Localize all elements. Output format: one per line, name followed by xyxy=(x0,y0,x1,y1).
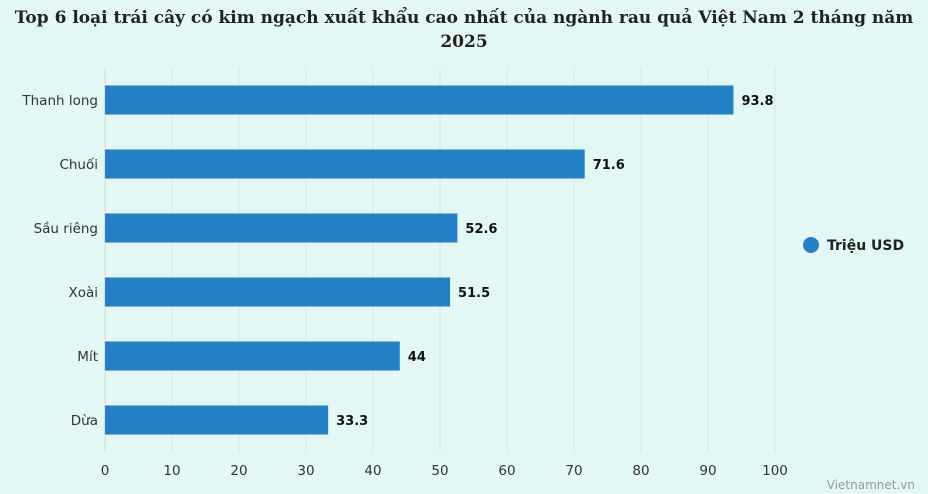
bar[interactable] xyxy=(105,213,458,243)
legend[interactable]: Triệu USD xyxy=(803,237,904,254)
category-label: Chuối xyxy=(59,156,98,173)
bar[interactable] xyxy=(105,341,400,371)
data-label: 44 xyxy=(408,350,426,365)
grid-lines xyxy=(104,68,776,452)
x-tick-label: 10 xyxy=(163,463,180,479)
x-tick-label: 40 xyxy=(364,463,381,479)
x-tick-label: 20 xyxy=(230,463,247,479)
category-label: Xoài xyxy=(68,285,98,301)
bars xyxy=(105,85,734,435)
bar[interactable] xyxy=(105,85,734,115)
x-tick-label: 100 xyxy=(762,463,788,479)
chart-title-line-2: 2025 xyxy=(440,32,488,52)
x-tick-label: 30 xyxy=(297,463,314,479)
x-tick-label: 90 xyxy=(699,463,716,479)
data-label: 51.5 xyxy=(458,286,490,301)
data-label: 71.6 xyxy=(593,158,625,173)
x-tick-label: 60 xyxy=(498,463,515,479)
data-label: 33.3 xyxy=(336,414,368,429)
x-tick-label: 70 xyxy=(565,463,582,479)
legend-marker xyxy=(803,237,819,253)
bar[interactable] xyxy=(105,149,585,179)
legend-label: Triệu USD xyxy=(827,238,904,254)
category-labels: Thanh long Chuối Sầu riêng Xoài Mít Dừa xyxy=(21,93,98,429)
category-label: Sầu riêng xyxy=(34,221,98,237)
data-label: 52.6 xyxy=(465,222,497,237)
source-credit: Vietnamnet.vn xyxy=(827,478,915,492)
x-tick-label: 50 xyxy=(431,463,448,479)
bar[interactable] xyxy=(105,277,451,307)
data-label: 93.8 xyxy=(741,94,773,109)
category-label: Dừa xyxy=(71,413,98,429)
data-labels: 93.8 71.6 52.6 51.5 44 33.3 xyxy=(336,94,773,429)
bar[interactable] xyxy=(105,405,329,435)
x-tick-label: 0 xyxy=(101,463,110,479)
category-label: Mít xyxy=(77,349,98,365)
x-axis-tick-labels: 0 10 20 30 40 50 60 70 80 90 100 xyxy=(101,463,788,479)
category-label: Thanh long xyxy=(21,93,98,109)
chart-title: Top 6 loại trái cây có kim ngạch xuất kh… xyxy=(0,6,928,54)
chart-title-line-1: Top 6 loại trái cây có kim ngạch xuất kh… xyxy=(14,8,914,28)
x-tick-label: 80 xyxy=(632,463,649,479)
